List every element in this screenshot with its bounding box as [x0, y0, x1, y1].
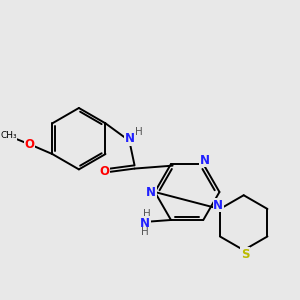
Text: H: H — [141, 227, 149, 237]
Text: N: N — [140, 217, 150, 230]
Text: N: N — [213, 199, 223, 212]
Text: H: H — [135, 127, 142, 137]
Text: N: N — [146, 185, 156, 199]
Text: N: N — [125, 132, 135, 145]
Text: CH₃: CH₃ — [0, 131, 17, 140]
Text: H: H — [143, 209, 151, 219]
Text: S: S — [241, 248, 250, 260]
Text: N: N — [200, 154, 210, 166]
Text: O: O — [25, 138, 35, 151]
Text: O: O — [100, 165, 110, 178]
